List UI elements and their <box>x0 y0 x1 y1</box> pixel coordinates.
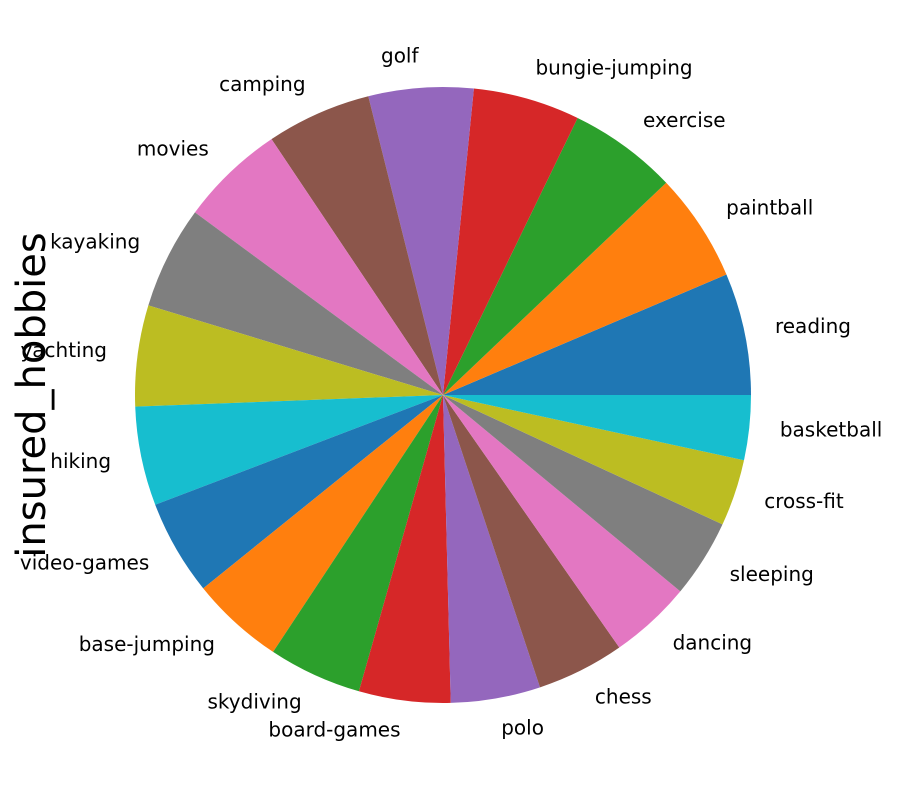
slice-label-board-games: board-games <box>268 718 400 742</box>
slice-label-bungie-jumping: bungie-jumping <box>535 56 692 80</box>
slice-label-dancing: dancing <box>673 631 753 655</box>
slice-label-golf: golf <box>381 44 419 68</box>
slice-label-hiking: hiking <box>50 449 111 473</box>
slice-label-paintball: paintball <box>726 195 813 219</box>
slice-label-kayaking: kayaking <box>50 230 140 254</box>
slice-label-exercise: exercise <box>643 108 726 132</box>
slice-label-camping: camping <box>219 72 305 96</box>
pie-slices <box>135 87 751 703</box>
y-axis-label: insured_hobbies <box>9 232 55 557</box>
slice-label-skydiving: skydiving <box>208 689 302 713</box>
slice-label-basketball: basketball <box>780 418 882 442</box>
slice-label-sleeping: sleeping <box>730 562 814 586</box>
slice-label-reading: reading <box>775 314 851 338</box>
slice-label-cross-fit: cross-fit <box>764 489 844 513</box>
slice-label-movies: movies <box>137 137 209 161</box>
slice-label-base-jumping: base-jumping <box>79 632 215 656</box>
slice-label-polo: polo <box>501 715 544 739</box>
slice-label-chess: chess <box>595 684 652 708</box>
